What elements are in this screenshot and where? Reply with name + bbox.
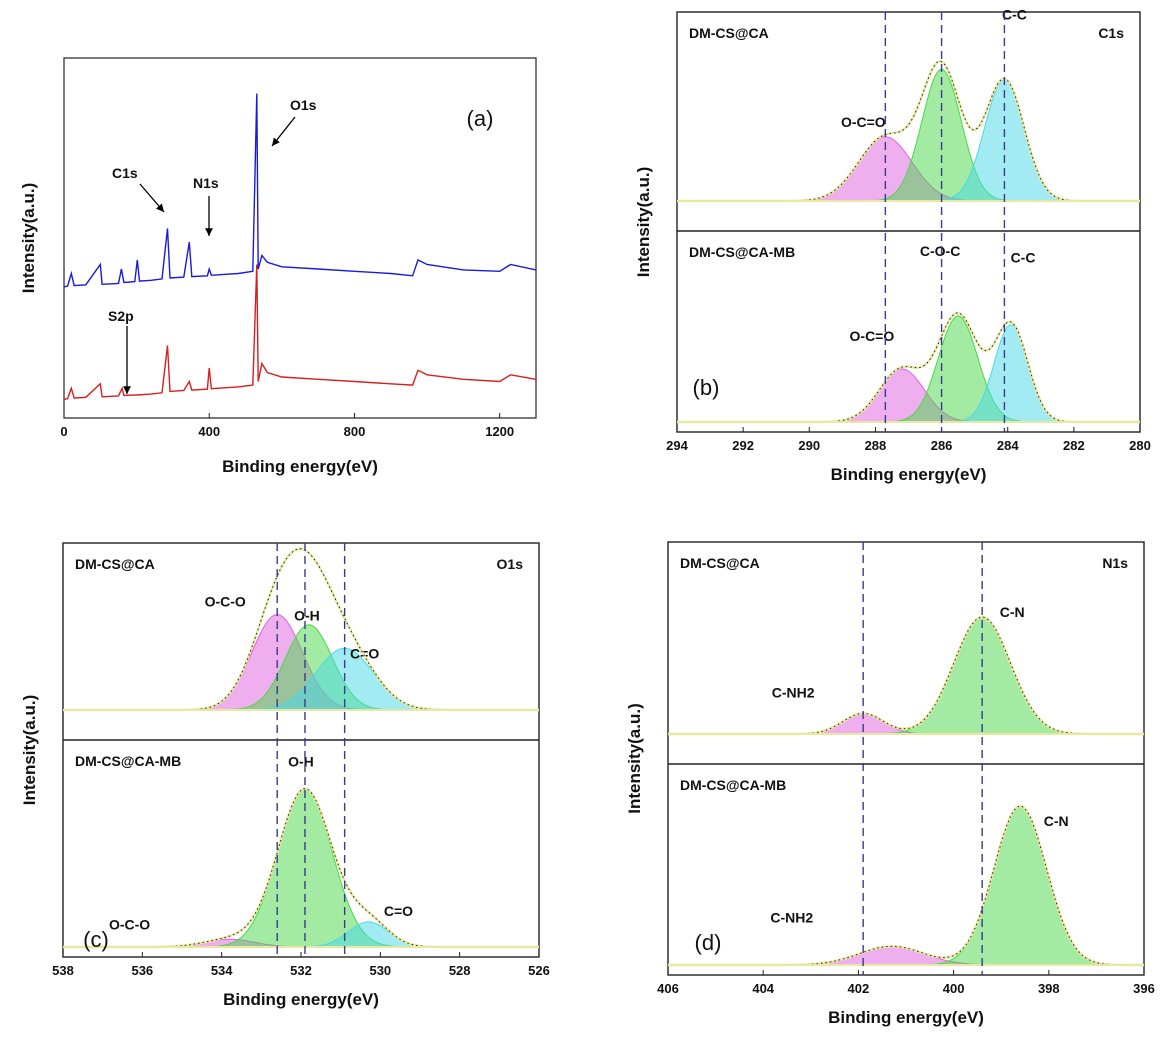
x-tick-label: 536 (131, 963, 153, 978)
peak-annotation: O1s (290, 97, 317, 113)
arrow (139, 183, 165, 213)
region-label: C1s (1098, 25, 1124, 41)
peak-label: O-H (288, 754, 314, 770)
sample-name: DM-CS@CA (680, 555, 760, 571)
x-tick-label: 288 (865, 438, 887, 453)
fit-peak (668, 616, 1144, 735)
peak-label: C=O (384, 903, 413, 919)
x-tick-label: 292 (732, 438, 754, 453)
sample-name: DM-CS@CA (689, 25, 769, 41)
region-label: O1s (497, 556, 524, 572)
x-tick-label: 402 (848, 981, 870, 996)
sample-name: DM-CS@CA-MB (689, 244, 795, 260)
panel-label: (d) (695, 930, 722, 955)
sample-name: DM-CS@CA-MB (75, 753, 181, 769)
x-axis-label: Binding energy(eV) (828, 1008, 984, 1027)
arrow (271, 116, 296, 147)
y-axis-label: Intensity(a.u.) (19, 183, 38, 294)
peak-annotation: S2p (108, 308, 134, 324)
plot-frame-a (63, 57, 537, 419)
fit-peak (677, 68, 1140, 202)
x-tick-label: 1200 (485, 424, 514, 439)
x-tick-label: 0 (60, 424, 67, 439)
peak-label: O-C-O (205, 593, 246, 609)
fit-envelope (668, 615, 1144, 736)
peak-label: O-C-O (109, 916, 150, 932)
fit-envelope (668, 804, 1144, 967)
peak-label: O-C=O (850, 328, 895, 344)
panel-label: (b) (693, 375, 720, 400)
x-tick-label: 800 (344, 424, 366, 439)
x-tick-label: 406 (657, 981, 679, 996)
peak-label: C-N (1000, 604, 1025, 620)
sample-name: DM-CS@CA-MB (680, 777, 786, 793)
x-tick-label: 286 (931, 438, 953, 453)
y-axis-label: Intensity(a.u.) (634, 167, 653, 278)
x-tick-label: 400 (198, 424, 220, 439)
raw-data-points (668, 616, 1144, 735)
x-tick-label: 280 (1129, 438, 1151, 453)
peak-annotation: N1s (193, 175, 219, 191)
plot-frame-d (667, 541, 1145, 976)
peak-label: O-H (294, 608, 320, 624)
peak-label: C-NH2 (772, 684, 815, 700)
peak-label: C=O (350, 645, 379, 661)
x-tick-label: 532 (290, 963, 312, 978)
x-tick-label: 526 (528, 963, 550, 978)
spectrum-line-1 (63, 93, 537, 288)
y-axis-label: Intensity(a.u.) (20, 695, 39, 806)
x-tick-label: 398 (1038, 981, 1060, 996)
panel-label: (a) (467, 106, 494, 131)
x-tick-label: 294 (666, 438, 688, 453)
spectrum-line-2 (63, 264, 537, 401)
sample-name: DM-CS@CA (75, 556, 155, 572)
plot-frame-b (676, 11, 1141, 433)
x-tick-label: 538 (52, 963, 74, 978)
region-label: N1s (1102, 555, 1128, 571)
x-tick-label: 404 (752, 981, 774, 996)
x-tick-label: 400 (943, 981, 965, 996)
peak-label: C-O-C (919, 0, 959, 2)
x-axis-label: Binding energy(eV) (223, 990, 379, 1009)
peak-label: C-C (1011, 250, 1036, 266)
peak-label: C-O-C (920, 243, 960, 259)
x-tick-label: 396 (1133, 981, 1155, 996)
x-tick-label: 290 (798, 438, 820, 453)
x-tick-label: 528 (449, 963, 471, 978)
peak-label: O-C=O (841, 114, 886, 130)
fit-peak (677, 368, 1140, 423)
x-tick-label: 282 (1063, 438, 1085, 453)
peak-annotation: C1s (112, 165, 138, 181)
peak-label: C-NH2 (770, 909, 813, 925)
peak-label: C-C (1002, 6, 1027, 22)
panel-label: (c) (83, 927, 109, 952)
x-axis-label: Binding energy(eV) (222, 457, 378, 476)
x-tick-label: 534 (211, 963, 233, 978)
x-tick-label: 530 (369, 963, 391, 978)
x-tick-label: 284 (997, 438, 1019, 453)
raw-data-points (677, 60, 1140, 202)
peak-label: C-N (1044, 813, 1069, 829)
y-axis-label: Intensity(a.u.) (625, 703, 644, 814)
x-axis-label: Binding energy(eV) (831, 465, 987, 484)
